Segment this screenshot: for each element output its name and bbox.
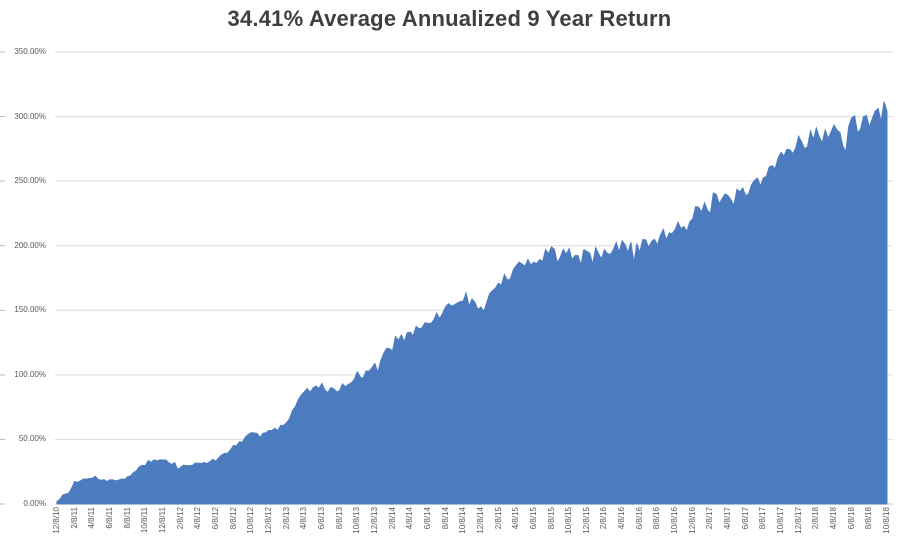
x-axis-tick-label: 10/8/15 (564, 507, 574, 534)
x-axis-tick-label: 10/8/12 (246, 507, 256, 534)
x-axis-tick-label: 4/8/16 (617, 507, 627, 530)
y-axis-tick-label: 100.00% (14, 369, 46, 379)
x-axis-tick-label: 4/8/15 (511, 507, 521, 530)
x-axis-tick-label: 8/8/14 (440, 507, 450, 530)
chart-title: 34.41% Average Annualized 9 Year Return (227, 6, 672, 31)
x-axis-tick-label: 6/8/17 (740, 507, 750, 530)
x-axis-tick-label: 2/8/12 (175, 507, 185, 530)
x-axis-tick-label: 2/8/16 (599, 507, 609, 530)
x-axis-tick-label: 10/8/16 (670, 507, 680, 534)
y-axis-tick-label: 50.00% (18, 434, 46, 444)
x-axis-tick-label: 4/8/12 (193, 507, 203, 530)
x-axis-tick-label: 12/8/11 (158, 507, 167, 534)
x-axis-tick-label: 4/8/18 (829, 507, 838, 530)
y-axis-tick-label: 200.00% (14, 240, 46, 250)
x-axis-tick-label: 10/8/13 (352, 507, 362, 534)
x-axis-tick-label: 2/8/14 (387, 507, 397, 530)
x-axis-tick-label: 6/8/11 (105, 507, 114, 529)
x-axis-tick-label: 4/8/13 (299, 507, 309, 530)
x-axis-tick-label: 6/8/13 (316, 507, 326, 530)
x-axis-tick-label: 12/8/10 (52, 507, 61, 534)
y-axis-tick-label: 0.00% (23, 499, 46, 508)
x-axis-tick-label: 6/8/15 (528, 507, 538, 530)
x-axis-tick-label: 2/8/18 (811, 507, 821, 530)
x-axis-tick-label: 8/8/13 (334, 507, 344, 530)
x-axis-tick-label: 10/8/14 (458, 507, 468, 534)
y-axis-tick-label: 350.00% (14, 47, 46, 56)
y-axis-tick-label: 150.00% (14, 305, 46, 315)
x-axis-tick-label: 4/8/14 (405, 507, 415, 530)
y-axis-tick-label: 250.00% (14, 176, 46, 186)
x-axis-tick-label: 12/8/15 (581, 507, 591, 534)
x-axis-tick-label: 2/8/15 (493, 507, 503, 530)
x-axis-tick-label: 2/8/13 (281, 507, 291, 530)
x-axis-tick-label: 12/8/16 (687, 507, 697, 534)
x-axis-tick-label: 8/8/12 (228, 507, 238, 530)
x-axis-tick-label: 10/8/18 (882, 507, 891, 534)
x-axis-tick-label: 8/8/11 (122, 507, 132, 529)
x-axis-tick-label: 6/8/18 (846, 507, 856, 530)
x-axis-tick-label: 12/8/12 (263, 507, 273, 534)
x-axis-tick-label: 8/8/17 (758, 507, 768, 530)
x-axis-tick-label: 12/8/13 (369, 507, 379, 534)
x-axis-tick-label: 10/8/11 (140, 507, 150, 534)
x-axis-tick-label: 8/8/16 (652, 507, 662, 530)
x-axis-tick-label: 2/8/11 (69, 507, 79, 529)
x-axis-tick-label: 6/8/16 (634, 507, 644, 530)
y-axis-tick-label: 300.00% (14, 111, 46, 121)
x-axis-tick-label: 2/8/17 (705, 507, 715, 530)
x-axis-tick-label: 8/8/15 (546, 507, 556, 530)
x-axis-tick-label: 6/8/12 (210, 507, 220, 530)
x-axis-tick-label: 6/8/14 (422, 507, 432, 530)
x-axis-tick-label: 4/8/11 (87, 507, 97, 529)
return-area-series (56, 101, 888, 505)
x-axis-tick-label: 4/8/17 (723, 507, 733, 530)
x-axis-tick-label: 12/8/14 (475, 507, 485, 534)
x-axis-tick-label: 8/8/18 (864, 507, 874, 530)
x-axis-tick-label: 12/8/17 (793, 507, 803, 534)
x-axis-tick-label: 10/8/17 (776, 507, 785, 534)
